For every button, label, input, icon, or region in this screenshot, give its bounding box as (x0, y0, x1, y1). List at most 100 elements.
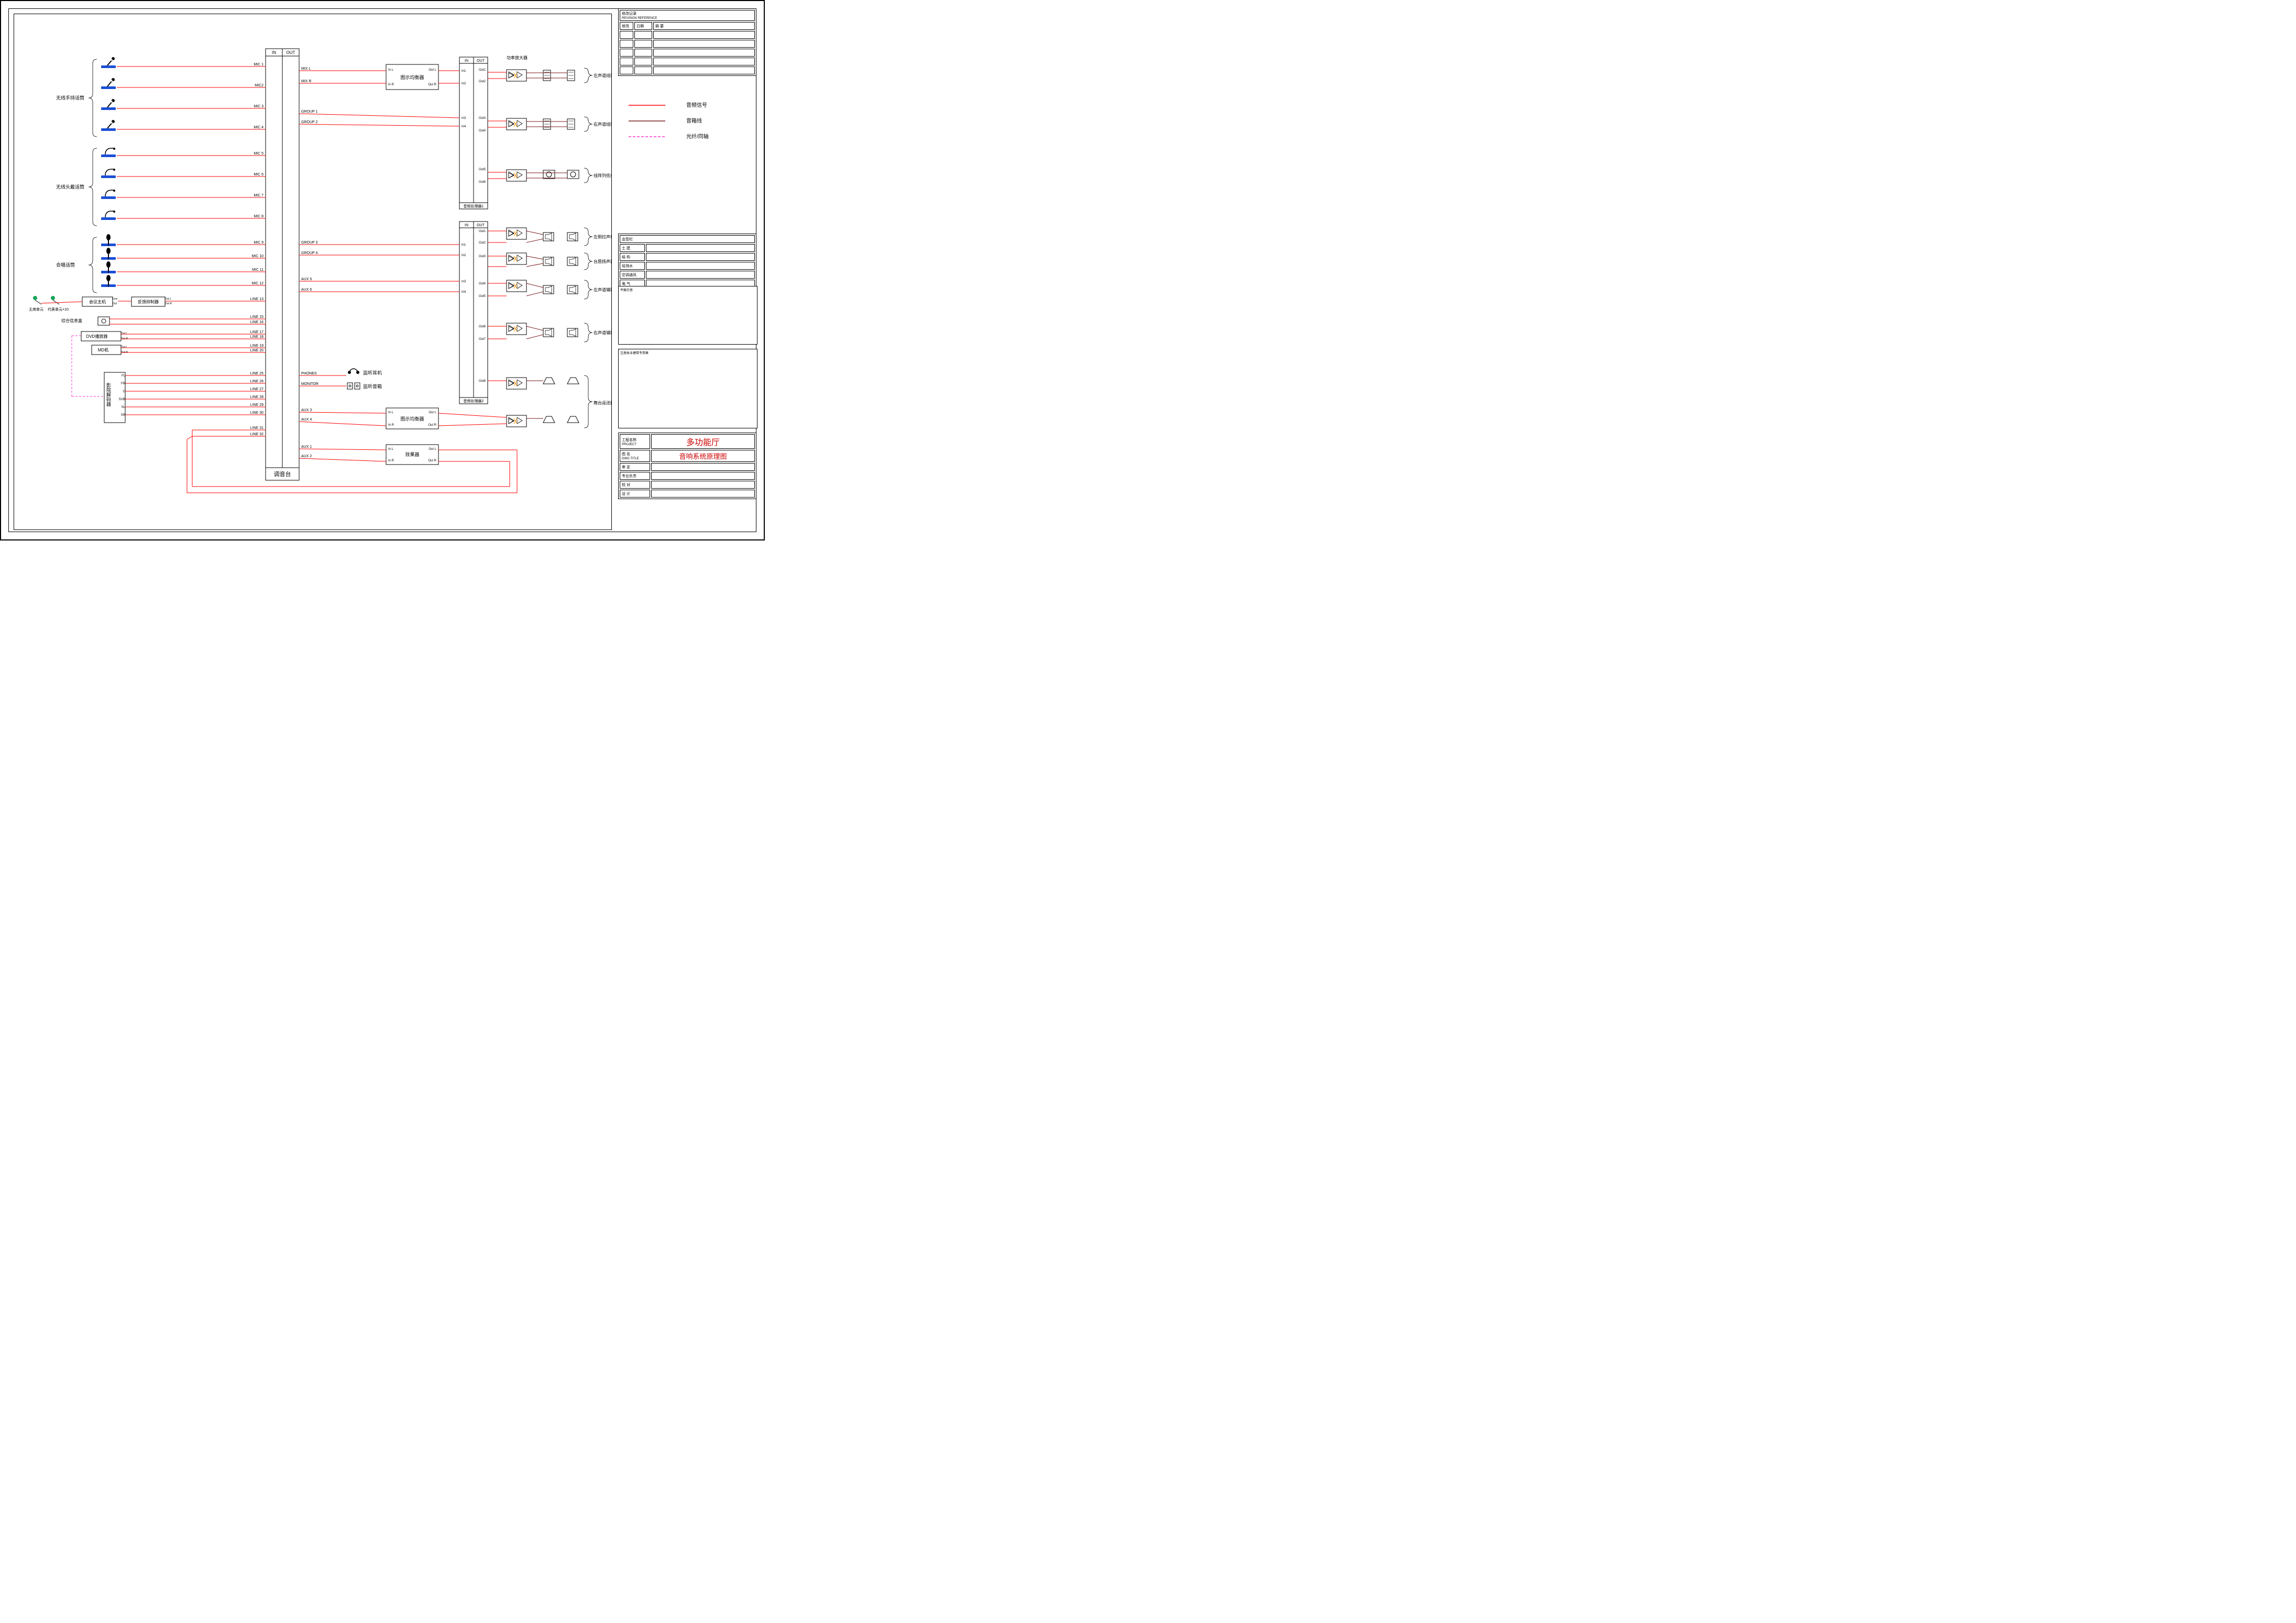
svg-text:Out R: Out R (428, 424, 436, 427)
svg-text:Out7: Out7 (479, 338, 486, 341)
svg-text:PHONES: PHONES (301, 372, 317, 376)
svg-text:右声道线阵扬声器: 右声道线阵扬声器 (594, 122, 611, 127)
svg-text:音频处理器2: 音频处理器2 (464, 399, 484, 403)
svg-text:Out L: Out L (121, 346, 127, 349)
svg-text:功率放大器: 功率放大器 (507, 55, 528, 60)
svg-text:音频处理器1: 音频处理器1 (464, 204, 484, 208)
svg-text:MIC 4: MIC 4 (254, 126, 263, 129)
svg-text:左声道辅助扬声器: 左声道辅助扬声器 (594, 287, 611, 292)
svg-text:Out3: Out3 (479, 255, 486, 258)
svg-text:Out L: Out L (429, 411, 436, 414)
svg-text:MIX R: MIX R (301, 80, 311, 83)
svg-text:Out1: Out1 (479, 69, 486, 72)
svg-text:MIC 3: MIC 3 (254, 105, 263, 108)
svg-text:Out2: Out2 (479, 241, 486, 245)
svg-text:Out6: Out6 (479, 181, 486, 184)
svg-text:FR: FR (121, 382, 126, 385)
svg-text:AUX 1: AUX 1 (301, 445, 312, 449)
svg-text:左声道线阵扬声器: 左声道线阵扬声器 (594, 73, 611, 78)
svg-text:LINE 15: LINE 15 (250, 315, 263, 319)
svg-text:Out6: Out6 (479, 325, 486, 328)
svg-text:代表单元×10: 代表单元×10 (48, 307, 69, 312)
signature-table: 会签栏 土 建 结 构 给排水 空调通风 电 气 (618, 234, 756, 289)
svg-text:IN: IN (465, 59, 468, 63)
svg-text:In R: In R (388, 459, 394, 462)
svg-text:AUX 4: AUX 4 (301, 418, 312, 422)
svg-text:IN: IN (465, 224, 468, 227)
svg-text:LINE 28: LINE 28 (250, 395, 263, 399)
svg-text:LINE 32: LINE 32 (250, 433, 263, 436)
svg-text:GROUP 4: GROUP 4 (301, 251, 317, 255)
keyplan-box: 平面示意 (618, 286, 757, 345)
svg-text:LINE 26: LINE 26 (250, 380, 263, 383)
svg-text:综合信息盒: 综合信息盒 (61, 318, 82, 323)
svg-text:GROUP 3: GROUP 3 (301, 241, 317, 245)
drawing-sheet: INOUT调音台MIC 1MIC2MIC 3MIC 4无线手持话筒MIC 5MI… (0, 0, 765, 540)
svg-text:In1: In1 (462, 70, 466, 73)
svg-text:Out2: Out2 (479, 80, 486, 83)
title-table: 工程名称PROJECT 多功能厅 图 名DWG.TITLE 音响系统原理图 审 … (618, 433, 756, 499)
svg-text:图示均衡器: 图示均衡器 (400, 416, 424, 422)
svg-text:监听耳机: 监听耳机 (363, 370, 382, 376)
svg-text:In2: In2 (462, 254, 466, 257)
svg-text:OUT: OUT (287, 50, 295, 55)
svg-text:Out4: Out4 (479, 282, 486, 285)
svg-text:LINE 20: LINE 20 (250, 349, 263, 352)
svg-text:MIC 11: MIC 11 (252, 268, 263, 272)
svg-text:监听音箱: 监听音箱 (363, 383, 382, 389)
svg-text:LINE 27: LINE 27 (250, 388, 263, 391)
svg-text:Out5: Out5 (479, 168, 486, 171)
svg-text:MIC2: MIC2 (255, 84, 263, 87)
drawing-title: 音响系统原理图 (651, 450, 755, 462)
svg-text:In R: In R (388, 424, 394, 427)
svg-text:GROUP 1: GROUP 1 (301, 110, 317, 114)
legend-speaker-label: 音箱线 (686, 117, 702, 124)
svg-text:LINE 16: LINE 16 (250, 321, 263, 324)
legend-optical-label: 光纤/同轴 (686, 133, 709, 140)
svg-text:AUX 2: AUX 2 (301, 455, 312, 458)
svg-text:Out: Out (113, 302, 117, 305)
svg-text:LINE 31: LINE 31 (250, 426, 263, 430)
svg-text:右声道辅助扬声器: 右声道辅助扬声器 (594, 330, 611, 335)
svg-text:MIC 6: MIC 6 (254, 173, 263, 176)
project-name: 多功能厅 (651, 434, 755, 449)
svg-text:LINE 30: LINE 30 (250, 411, 263, 415)
svg-text:舞台返送扬声器: 舞台返送扬声器 (594, 400, 611, 405)
svg-text:图示均衡器: 图示均衡器 (400, 74, 424, 80)
svg-text:In4: In4 (462, 125, 466, 128)
svg-text:MIC 10: MIC 10 (251, 255, 263, 258)
svg-text:AUX 3: AUX 3 (301, 408, 312, 412)
svg-text:Out R: Out R (428, 459, 436, 462)
svg-text:In L: In L (388, 411, 394, 414)
svg-text:In3: In3 (462, 280, 466, 283)
svg-text:SR: SR (121, 414, 126, 417)
svg-text:影院解码器: 影院解码器 (106, 383, 111, 406)
svg-text:In4: In4 (462, 291, 466, 294)
svg-text:SL: SL (122, 406, 126, 409)
svg-text:Out4: Out4 (479, 129, 486, 133)
svg-text:MIC 9: MIC 9 (254, 241, 263, 245)
svg-text:Out8: Out8 (479, 380, 486, 383)
svg-text:Out L: Out L (429, 448, 436, 451)
svg-text:C: C (123, 390, 126, 393)
svg-text:DVD播放器: DVD播放器 (86, 334, 108, 339)
svg-text:MIC 8: MIC 8 (254, 215, 263, 218)
svg-text:Out1: Out1 (479, 230, 486, 233)
svg-text:Out L: Out L (165, 297, 171, 301)
svg-text:AUX 6: AUX 6 (301, 288, 312, 292)
svg-text:台唇扬声器: 台唇扬声器 (594, 259, 611, 264)
svg-text:SUB: SUB (119, 398, 125, 401)
svg-text:MONITOR: MONITOR (301, 382, 318, 386)
svg-text:MIC 5: MIC 5 (254, 152, 263, 156)
svg-text:AUX 5: AUX 5 (301, 278, 312, 281)
svg-text:无线头戴话筒: 无线头戴话筒 (56, 184, 84, 190)
title-block: 修改记录REVISION REFERENCE 修改 日期 摘 要 音频信号 音箱… (618, 8, 756, 532)
svg-text:左侧拉声相扬声器: 左侧拉声相扬声器 (594, 234, 611, 239)
svg-text:FL: FL (122, 374, 126, 378)
svg-text:Out R: Out R (428, 83, 436, 86)
stamp-box: 注册执业建筑专用章 (618, 349, 757, 428)
svg-text:GROUP 2: GROUP 2 (301, 120, 317, 124)
svg-text:调音台: 调音台 (274, 470, 291, 478)
svg-text:合唱话筒: 合唱话筒 (56, 262, 75, 268)
legend-signal-label: 音频信号 (686, 102, 707, 108)
